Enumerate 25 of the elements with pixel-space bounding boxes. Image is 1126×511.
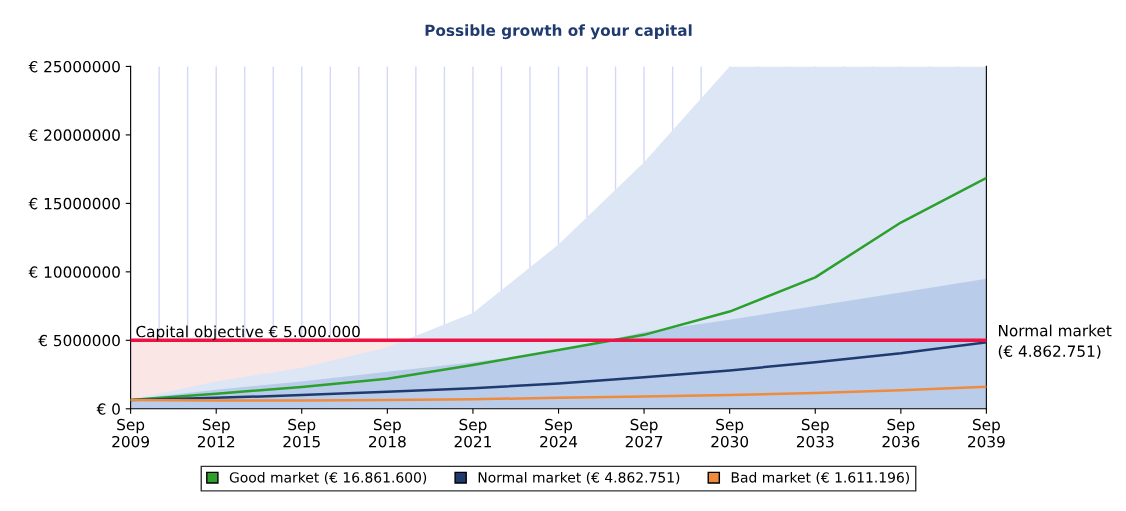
ref-line-label: Capital objective € 5.000.000 xyxy=(136,325,360,341)
legend-label: Good market (€ 16.861.600) xyxy=(229,471,427,485)
y-tick-label: € 15000000 xyxy=(28,197,120,210)
legend-label: Normal market (€ 4.862.751) xyxy=(478,471,680,485)
x-tick-label: Sep 2012 xyxy=(197,418,235,448)
y-tick-label: € 0 xyxy=(96,403,120,415)
x-tick-label: Sep 2021 xyxy=(454,418,491,448)
x-tick-label: Sep 2015 xyxy=(283,418,320,448)
x-tick-label: Sep 2024 xyxy=(540,418,578,448)
x-tick-label: Sep 2033 xyxy=(796,418,834,448)
y-tick-label: € 10000000 xyxy=(28,266,120,278)
y-tick-label: € 25000000 xyxy=(28,60,120,73)
x-tick-label: Sep 2036 xyxy=(882,418,920,448)
legend-label: Bad market (€ 1.611.196) xyxy=(731,471,909,485)
line-series xyxy=(130,385,987,402)
x-tick-label: Sep 2039 xyxy=(968,418,1005,448)
x-tick-label: Sep 2027 xyxy=(625,418,663,448)
chart-title: Possible growth of your capital xyxy=(425,24,692,40)
y-tick-label: € 20000000 xyxy=(28,129,120,141)
line-series xyxy=(130,176,987,402)
x-tick-label: Sep 2009 xyxy=(112,418,149,448)
annotation: Normal market (€ 4.862.751) xyxy=(998,324,1112,359)
x-tick-label: Sep 2030 xyxy=(711,418,749,448)
x-tick-label: Sep 2018 xyxy=(369,418,406,448)
y-tick-label: € 5000000 xyxy=(38,334,120,347)
